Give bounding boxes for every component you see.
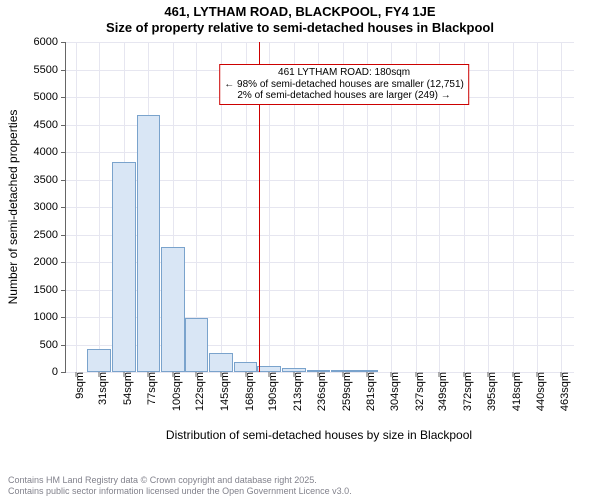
gridline-v — [513, 42, 514, 372]
histogram-bar — [355, 370, 379, 372]
x-tick-label: 259sqm — [333, 372, 353, 411]
x-tick-label: 190sqm — [259, 372, 279, 411]
x-tick-label: 77sqm — [138, 372, 158, 405]
y-tick-label: 4500 — [34, 119, 66, 131]
footer-attribution: Contains HM Land Registry data © Crown c… — [8, 475, 352, 496]
histogram-bar — [112, 162, 136, 372]
x-tick-label: 304sqm — [381, 372, 401, 411]
x-tick-label: 213sqm — [284, 372, 304, 411]
footer-line1: Contains HM Land Registry data © Crown c… — [8, 475, 352, 485]
x-tick-label: 31sqm — [89, 372, 109, 405]
y-tick-label: 0 — [52, 366, 66, 378]
footer-line2: Contains public sector information licen… — [8, 486, 352, 496]
x-tick-label: 100sqm — [163, 372, 183, 411]
x-tick-label: 9sqm — [66, 372, 86, 399]
histogram-bar — [307, 370, 331, 372]
x-tick-label: 168sqm — [236, 372, 256, 411]
chart-title-line1: 461, LYTHAM ROAD, BLACKPOOL, FY4 1JE — [0, 0, 600, 20]
gridline-v — [99, 42, 100, 372]
x-tick-label: 145sqm — [211, 372, 231, 411]
annotation-line: 461 LYTHAM ROAD: 180sqm — [224, 67, 464, 79]
y-tick-label: 3000 — [34, 201, 66, 213]
annotation-line: 2% of semi-detached houses are larger (2… — [224, 90, 464, 102]
x-tick-label: 281sqm — [357, 372, 377, 411]
gridline-v — [561, 42, 562, 372]
y-axis-label: Number of semi-detached properties — [6, 110, 20, 305]
histogram-bar — [282, 368, 306, 372]
y-tick-label: 4000 — [34, 146, 66, 158]
x-tick-label: 440sqm — [527, 372, 547, 411]
annotation-box: 461 LYTHAM ROAD: 180sqm← 98% of semi-det… — [219, 64, 469, 105]
histogram-bar — [234, 362, 258, 372]
gridline-v — [537, 42, 538, 372]
y-tick-label: 5000 — [34, 91, 66, 103]
x-tick-label: 372sqm — [454, 372, 474, 411]
x-tick-label: 54sqm — [114, 372, 134, 405]
y-tick-label: 6000 — [34, 36, 66, 48]
y-tick-label: 1500 — [34, 284, 66, 296]
x-tick-label: 236sqm — [308, 372, 328, 411]
x-tick-label: 122sqm — [186, 372, 206, 411]
annotation-line: ← 98% of semi-detached houses are smalle… — [224, 79, 464, 91]
histogram-bar — [209, 353, 233, 372]
chart-title-line2: Size of property relative to semi-detach… — [0, 20, 600, 36]
x-tick-label: 349sqm — [429, 372, 449, 411]
x-tick-label: 463sqm — [551, 372, 571, 411]
histogram-bar — [87, 349, 111, 372]
gridline-v — [488, 42, 489, 372]
y-tick-label: 500 — [40, 339, 66, 351]
histogram-bar — [331, 370, 355, 372]
x-axis-label: Distribution of semi-detached houses by … — [166, 428, 472, 442]
y-tick-label: 3500 — [34, 174, 66, 186]
x-tick-label: 395sqm — [478, 372, 498, 411]
y-tick-label: 2000 — [34, 256, 66, 268]
gridline-h — [66, 42, 574, 43]
histogram-bar — [185, 318, 209, 372]
y-tick-label: 5500 — [34, 64, 66, 76]
x-tick-label: 418sqm — [503, 372, 523, 411]
x-tick-label: 327sqm — [406, 372, 426, 411]
plot-area: 0500100015002000250030003500400045005000… — [65, 42, 574, 373]
y-tick-label: 1000 — [34, 311, 66, 323]
histogram-bar — [257, 366, 281, 372]
histogram-bar — [161, 247, 185, 372]
y-tick-label: 2500 — [34, 229, 66, 241]
histogram-bar — [137, 115, 161, 372]
gridline-v — [76, 42, 77, 372]
